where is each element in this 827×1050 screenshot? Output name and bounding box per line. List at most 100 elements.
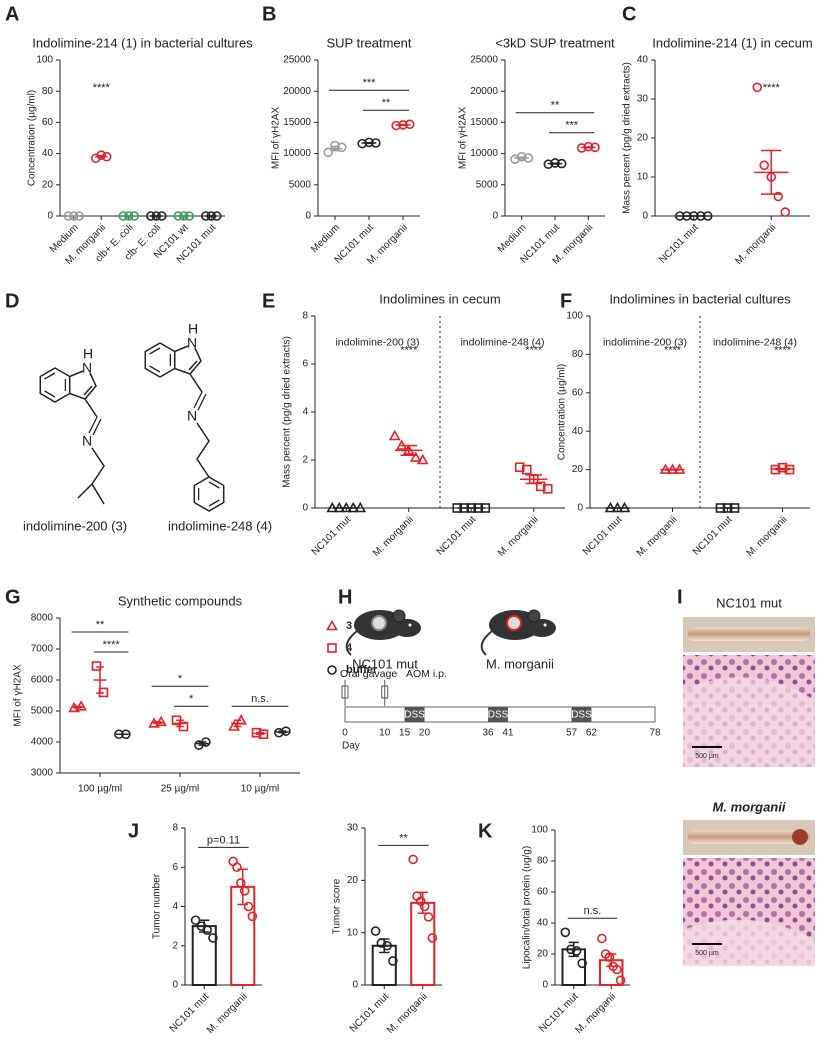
y-tick-label: 100 bbox=[36, 55, 53, 66]
day-label: 62 bbox=[586, 728, 598, 739]
point bbox=[766, 172, 777, 182]
significance: n.s. bbox=[251, 693, 269, 705]
panel-letter: B bbox=[262, 3, 276, 25]
point bbox=[784, 464, 795, 475]
scale-label: 500 µm bbox=[695, 950, 719, 957]
panel-letter: J bbox=[128, 820, 139, 842]
day-label: 20 bbox=[419, 728, 431, 739]
point bbox=[752, 82, 763, 93]
y-tick-label: 2 bbox=[302, 455, 308, 466]
point bbox=[145, 211, 156, 221]
day-label: 78 bbox=[649, 728, 661, 739]
point bbox=[759, 160, 770, 171]
point bbox=[155, 715, 167, 727]
point bbox=[206, 211, 217, 221]
significance: **** bbox=[664, 344, 682, 356]
dss-period bbox=[404, 707, 425, 722]
y-tick-label: 4 bbox=[172, 901, 178, 912]
x-tick-label: M. morganii bbox=[574, 991, 619, 1036]
point bbox=[235, 714, 247, 725]
y-tick-label: 20 bbox=[637, 133, 649, 144]
point bbox=[388, 429, 401, 441]
panel-letter: K bbox=[478, 820, 493, 842]
significance: ** bbox=[399, 832, 408, 844]
mouse-logo bbox=[371, 615, 387, 631]
point bbox=[576, 143, 587, 153]
point bbox=[618, 501, 631, 513]
significance: **** bbox=[93, 82, 111, 94]
y-tick-label: 10000 bbox=[470, 148, 498, 159]
y-tick-label: 60 bbox=[42, 117, 54, 128]
point bbox=[480, 503, 491, 513]
panel-letter: G bbox=[5, 586, 21, 608]
y-tick-label: 6000 bbox=[31, 675, 54, 686]
point bbox=[427, 933, 438, 943]
dss-label: DSS bbox=[404, 710, 425, 721]
chart: 0 20 40 60 80 100 Indolimine-214 (1) in bacter… bbox=[27, 35, 254, 266]
y-tick-label: 8 bbox=[172, 823, 178, 834]
y-tick-label: 0 bbox=[302, 503, 308, 514]
point bbox=[190, 915, 201, 926]
y-axis-label: MFI of γH2AX bbox=[13, 664, 24, 727]
point bbox=[514, 462, 525, 473]
point bbox=[666, 463, 679, 474]
point bbox=[674, 211, 685, 221]
y-tick-label: 15000 bbox=[283, 117, 311, 128]
point bbox=[523, 153, 534, 163]
mouse-tail bbox=[480, 630, 493, 656]
point bbox=[129, 211, 140, 221]
point bbox=[550, 158, 560, 168]
significance: ** bbox=[96, 619, 105, 631]
point bbox=[239, 885, 250, 896]
point bbox=[336, 142, 347, 153]
point bbox=[354, 501, 367, 513]
y-tick-label: 0 bbox=[172, 980, 178, 991]
x-tick-label: 100 µg/ml bbox=[78, 784, 122, 795]
point bbox=[715, 503, 726, 513]
y-tick-label: 20 bbox=[572, 464, 584, 475]
point bbox=[516, 151, 527, 162]
chart-title: Indolimines in cecum bbox=[379, 291, 500, 306]
y-tick-label: 7000 bbox=[31, 644, 54, 655]
y-axis-label: Mass percent (pg/g dried extracts) bbox=[282, 336, 293, 488]
significance: ** bbox=[551, 100, 560, 112]
bond bbox=[77, 447, 105, 505]
panel-letter: A bbox=[5, 3, 19, 25]
group-label: indolimine-200 (3) bbox=[603, 337, 687, 349]
panel-letter: D bbox=[5, 290, 19, 312]
point bbox=[535, 481, 546, 492]
chart-title: Indolimine-214 (1) in cecum bbox=[652, 35, 812, 50]
y-tick-label: 4000 bbox=[31, 737, 54, 748]
point bbox=[408, 854, 418, 865]
point bbox=[729, 503, 740, 513]
atom: H bbox=[83, 346, 93, 362]
x-tick-label: Medium bbox=[309, 222, 342, 255]
point bbox=[466, 503, 477, 513]
y-axis-label: Tumor score bbox=[332, 878, 343, 934]
bond bbox=[197, 481, 220, 507]
mouse-eye bbox=[408, 623, 412, 627]
point bbox=[388, 956, 398, 966]
point bbox=[409, 451, 422, 462]
point bbox=[560, 927, 571, 938]
point bbox=[590, 142, 600, 153]
point bbox=[327, 643, 337, 653]
atom: N bbox=[187, 335, 197, 351]
y-tick-label: 6 bbox=[302, 359, 308, 370]
legend-label: 3 bbox=[346, 620, 352, 632]
x-tick-label: M. morganii bbox=[385, 991, 430, 1036]
bond bbox=[193, 476, 225, 512]
mouse-head bbox=[393, 619, 421, 637]
y-tick-label: 2 bbox=[172, 940, 178, 951]
point bbox=[123, 211, 134, 221]
panel-letter: H bbox=[338, 586, 352, 608]
significance: p=0.11 bbox=[207, 834, 240, 846]
x-tick-label: M. morganii bbox=[635, 514, 680, 559]
significance: *** bbox=[363, 77, 377, 89]
point bbox=[376, 938, 387, 948]
bond bbox=[174, 345, 203, 393]
point bbox=[398, 120, 408, 130]
